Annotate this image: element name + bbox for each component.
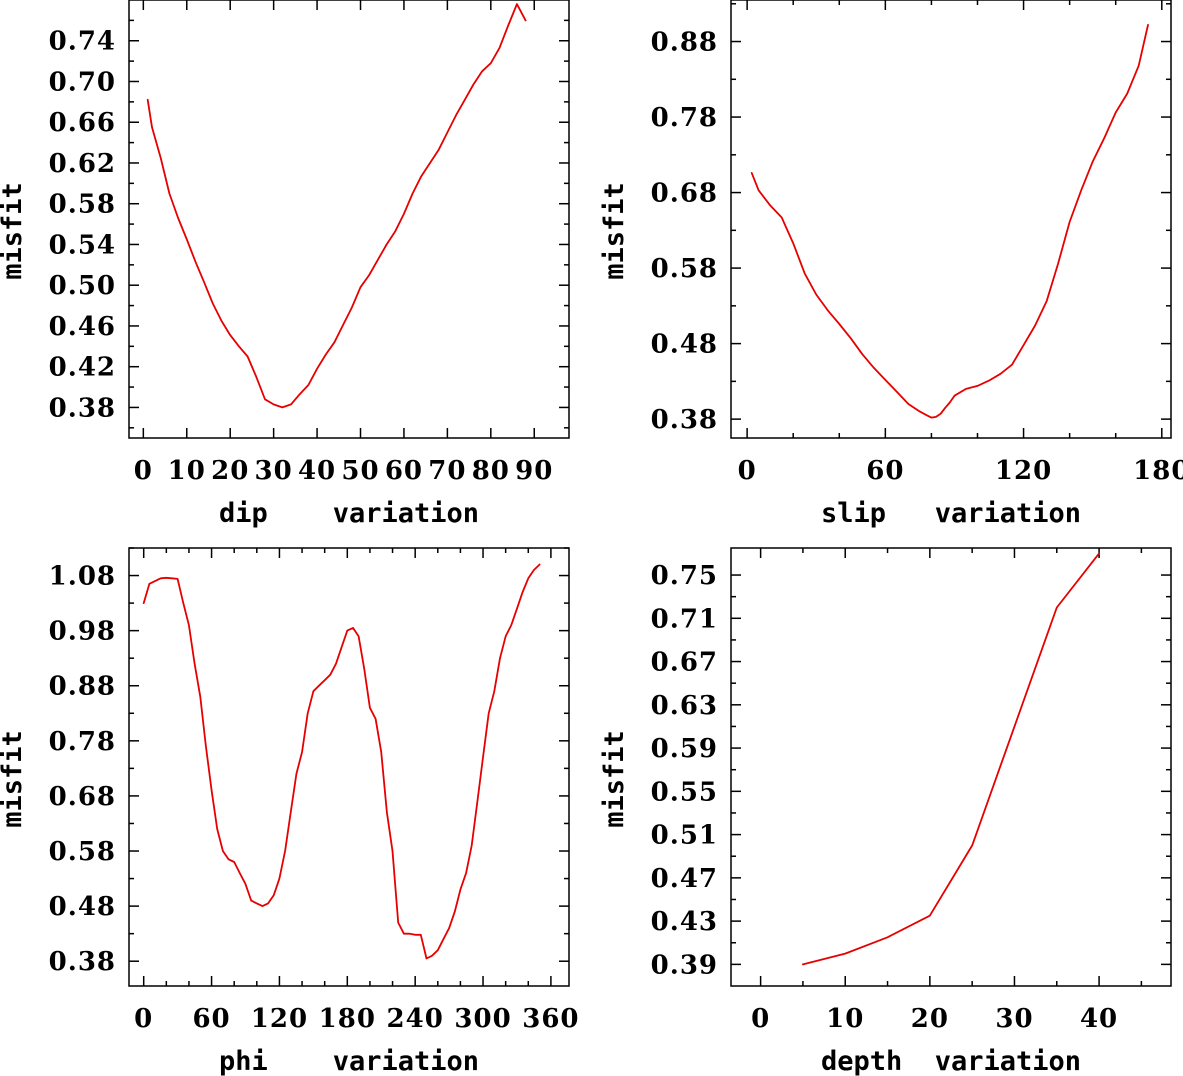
phi-x-tick-label: 360 [522, 1004, 579, 1034]
phi-panel: 0.38 0.48 0.58 0.68 0.78 0.88 0.98 1.08 0 60 120 18… [0, 547, 579, 1076]
dip-x-tick-label: 10 [168, 456, 206, 486]
dip-misfit-curve [146, 3, 527, 409]
dip-y-tick-label: 0.42 [49, 353, 116, 383]
phi-plot-frame [128, 547, 570, 987]
phi-y-tick-label: 0.78 [49, 727, 116, 757]
dip-y-tick-label: 0.58 [49, 190, 116, 220]
slip-y-tick-label: 0.48 [651, 330, 718, 360]
dip-panel: 0.38 0.42 0.46 0.50 0.54 0.58 0.62 0.66 0.70 0.74… [0, 0, 570, 529]
dip-x-axis-label: dip variation [219, 498, 479, 529]
dip-y-tick-label: 0.38 [49, 393, 116, 423]
depth-y-tick-label: 0.47 [651, 864, 718, 894]
slip-y-tick-label: 0.38 [651, 405, 718, 435]
dip-x-tick-label: 90 [515, 456, 553, 486]
slip-x-tick-label: 180 [1133, 456, 1183, 486]
phi-y-tick-label: 0.38 [49, 947, 116, 977]
dip-x-tick-label: 40 [298, 456, 336, 486]
depth-y-tick-label: 0.59 [651, 734, 718, 764]
depth-y-tick-label: 0.71 [651, 604, 718, 634]
phi-x-tick-label: 300 [454, 1004, 511, 1034]
slip-y-tick-label: 0.78 [651, 103, 718, 133]
dip-y-axis-label: misfit [0, 182, 28, 280]
slip-x-tick-label: 0 [738, 456, 757, 486]
dip-x-tick-label: 60 [385, 456, 423, 486]
phi-x-tick-label: 240 [387, 1004, 444, 1034]
slip-panel: 0.38 0.48 0.58 0.68 0.78 0.88 0 60 120 180 slip va… [599, 0, 1183, 529]
dip-plot-frame [128, 0, 570, 439]
dip-y-tick-label: 0.46 [49, 312, 116, 342]
depth-y-axis-label: misfit [599, 730, 630, 828]
depth-plot-frame [730, 547, 1172, 987]
depth-y-tick-label: 0.67 [651, 648, 718, 678]
slip-misfit-curve [750, 23, 1149, 419]
depth-y-tick-label: 0.43 [651, 907, 718, 937]
depth-y-tick-label: 0.63 [651, 691, 718, 721]
depth-y-tick-label: 0.51 [651, 821, 718, 851]
dip-y-tick-label: 0.70 [49, 67, 116, 97]
dip-y-tick-label: 0.62 [49, 149, 116, 179]
dip-y-tick-label: 0.54 [49, 230, 116, 260]
phi-y-tick-label: 0.98 [49, 617, 116, 647]
slip-x-tick-label: 120 [995, 456, 1052, 486]
depth-misfit-curve [802, 552, 1100, 966]
dip-x-tick-label: 30 [255, 456, 293, 486]
slip-y-tick-label: 0.88 [651, 28, 718, 58]
phi-x-axis-label: phi variation [219, 1046, 479, 1076]
dip-y-tick-label: 0.74 [49, 27, 116, 57]
dip-x-tick-label: 70 [428, 456, 466, 486]
phi-y-tick-label: 0.88 [49, 672, 116, 702]
dip-y-tick-label: 0.50 [49, 271, 116, 301]
phi-x-tick-label: 180 [319, 1004, 376, 1034]
slip-plot-frame [730, 0, 1172, 439]
phi-y-axis-label: misfit [0, 730, 28, 828]
phi-x-tick-label: 120 [251, 1004, 308, 1034]
depth-y-tick-label: 0.75 [651, 561, 718, 591]
depth-x-axis-label: depth variation [821, 1046, 1081, 1076]
depth-x-tick-label: 20 [911, 1004, 949, 1034]
phi-y-tick-label: 1.08 [49, 562, 116, 592]
slip-y-tick-label: 0.68 [651, 179, 718, 209]
phi-y-tick-label: 0.58 [49, 837, 116, 867]
dip-x-tick-label: 0 [134, 456, 153, 486]
slip-y-axis-label: misfit [599, 182, 630, 280]
depth-x-tick-label: 0 [751, 1004, 770, 1034]
depth-panel: 0.39 0.43 0.47 0.51 0.55 0.59 0.63 0.67 0.71 0.75… [599, 547, 1172, 1076]
depth-x-tick-label: 10 [826, 1004, 864, 1034]
phi-misfit-curve [142, 563, 541, 960]
dip-x-tick-label: 50 [341, 456, 379, 486]
slip-x-tick-label: 60 [866, 456, 904, 486]
depth-y-tick-label: 0.39 [651, 950, 718, 980]
phi-y-tick-label: 0.68 [49, 782, 116, 812]
depth-x-tick-label: 30 [995, 1004, 1033, 1034]
phi-y-tick-label: 0.48 [49, 892, 116, 922]
slip-y-tick-label: 0.58 [651, 254, 718, 284]
dip-x-tick-label: 80 [472, 456, 510, 486]
dip-x-tick-label: 20 [211, 456, 249, 486]
phi-x-tick-label: 60 [192, 1004, 230, 1034]
depth-y-tick-label: 0.55 [651, 777, 718, 807]
slip-x-axis-label: slip variation [821, 498, 1081, 529]
depth-x-tick-label: 40 [1080, 1004, 1118, 1034]
dip-y-tick-label: 0.66 [49, 108, 116, 138]
phi-x-tick-label: 0 [134, 1004, 153, 1034]
